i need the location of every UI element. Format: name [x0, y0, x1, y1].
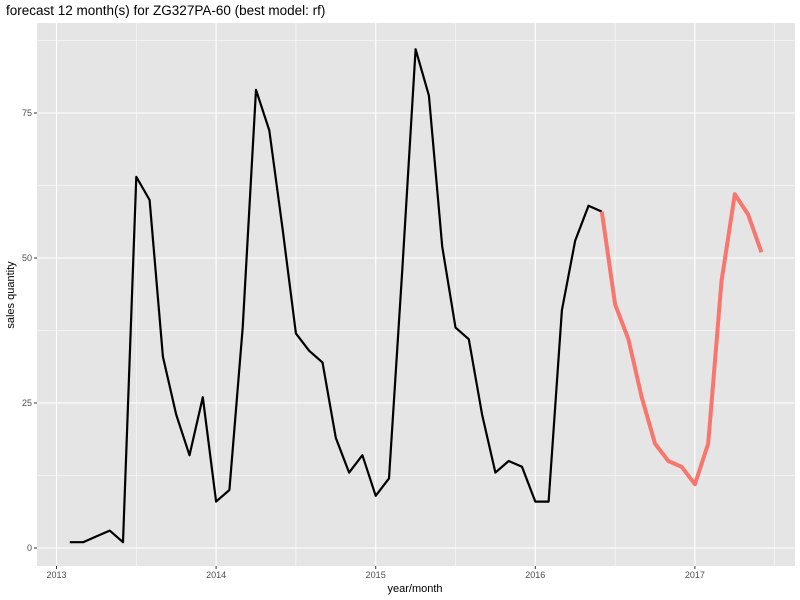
x-tick-label: 2017	[685, 570, 705, 580]
x-tick-label: 2015	[366, 570, 386, 580]
plot-panel	[37, 23, 795, 566]
tick-labels: 2013 2014 2015 2016 2017 0 25 50 75	[22, 108, 705, 580]
series-lines	[69, 48, 764, 544]
y-tick-label: 75	[22, 108, 32, 118]
x-tick-label: 2016	[525, 570, 545, 580]
x-tick-label: 2014	[206, 570, 226, 580]
axis-ticks	[34, 112, 696, 569]
y-axis-title: sales quantity	[5, 261, 17, 329]
y-tick-label: 25	[22, 398, 32, 408]
y-tick-label: 50	[22, 253, 32, 263]
major-gridlines	[37, 23, 795, 566]
x-tick-label: 2013	[46, 570, 66, 580]
forecast-line	[599, 192, 764, 487]
chart-title: forecast 12 month(s) for ZG327PA-60 (bes…	[6, 3, 326, 18]
history-line	[69, 48, 603, 544]
x-axis-title: year/month	[387, 583, 442, 595]
y-tick-label: 0	[27, 543, 32, 553]
